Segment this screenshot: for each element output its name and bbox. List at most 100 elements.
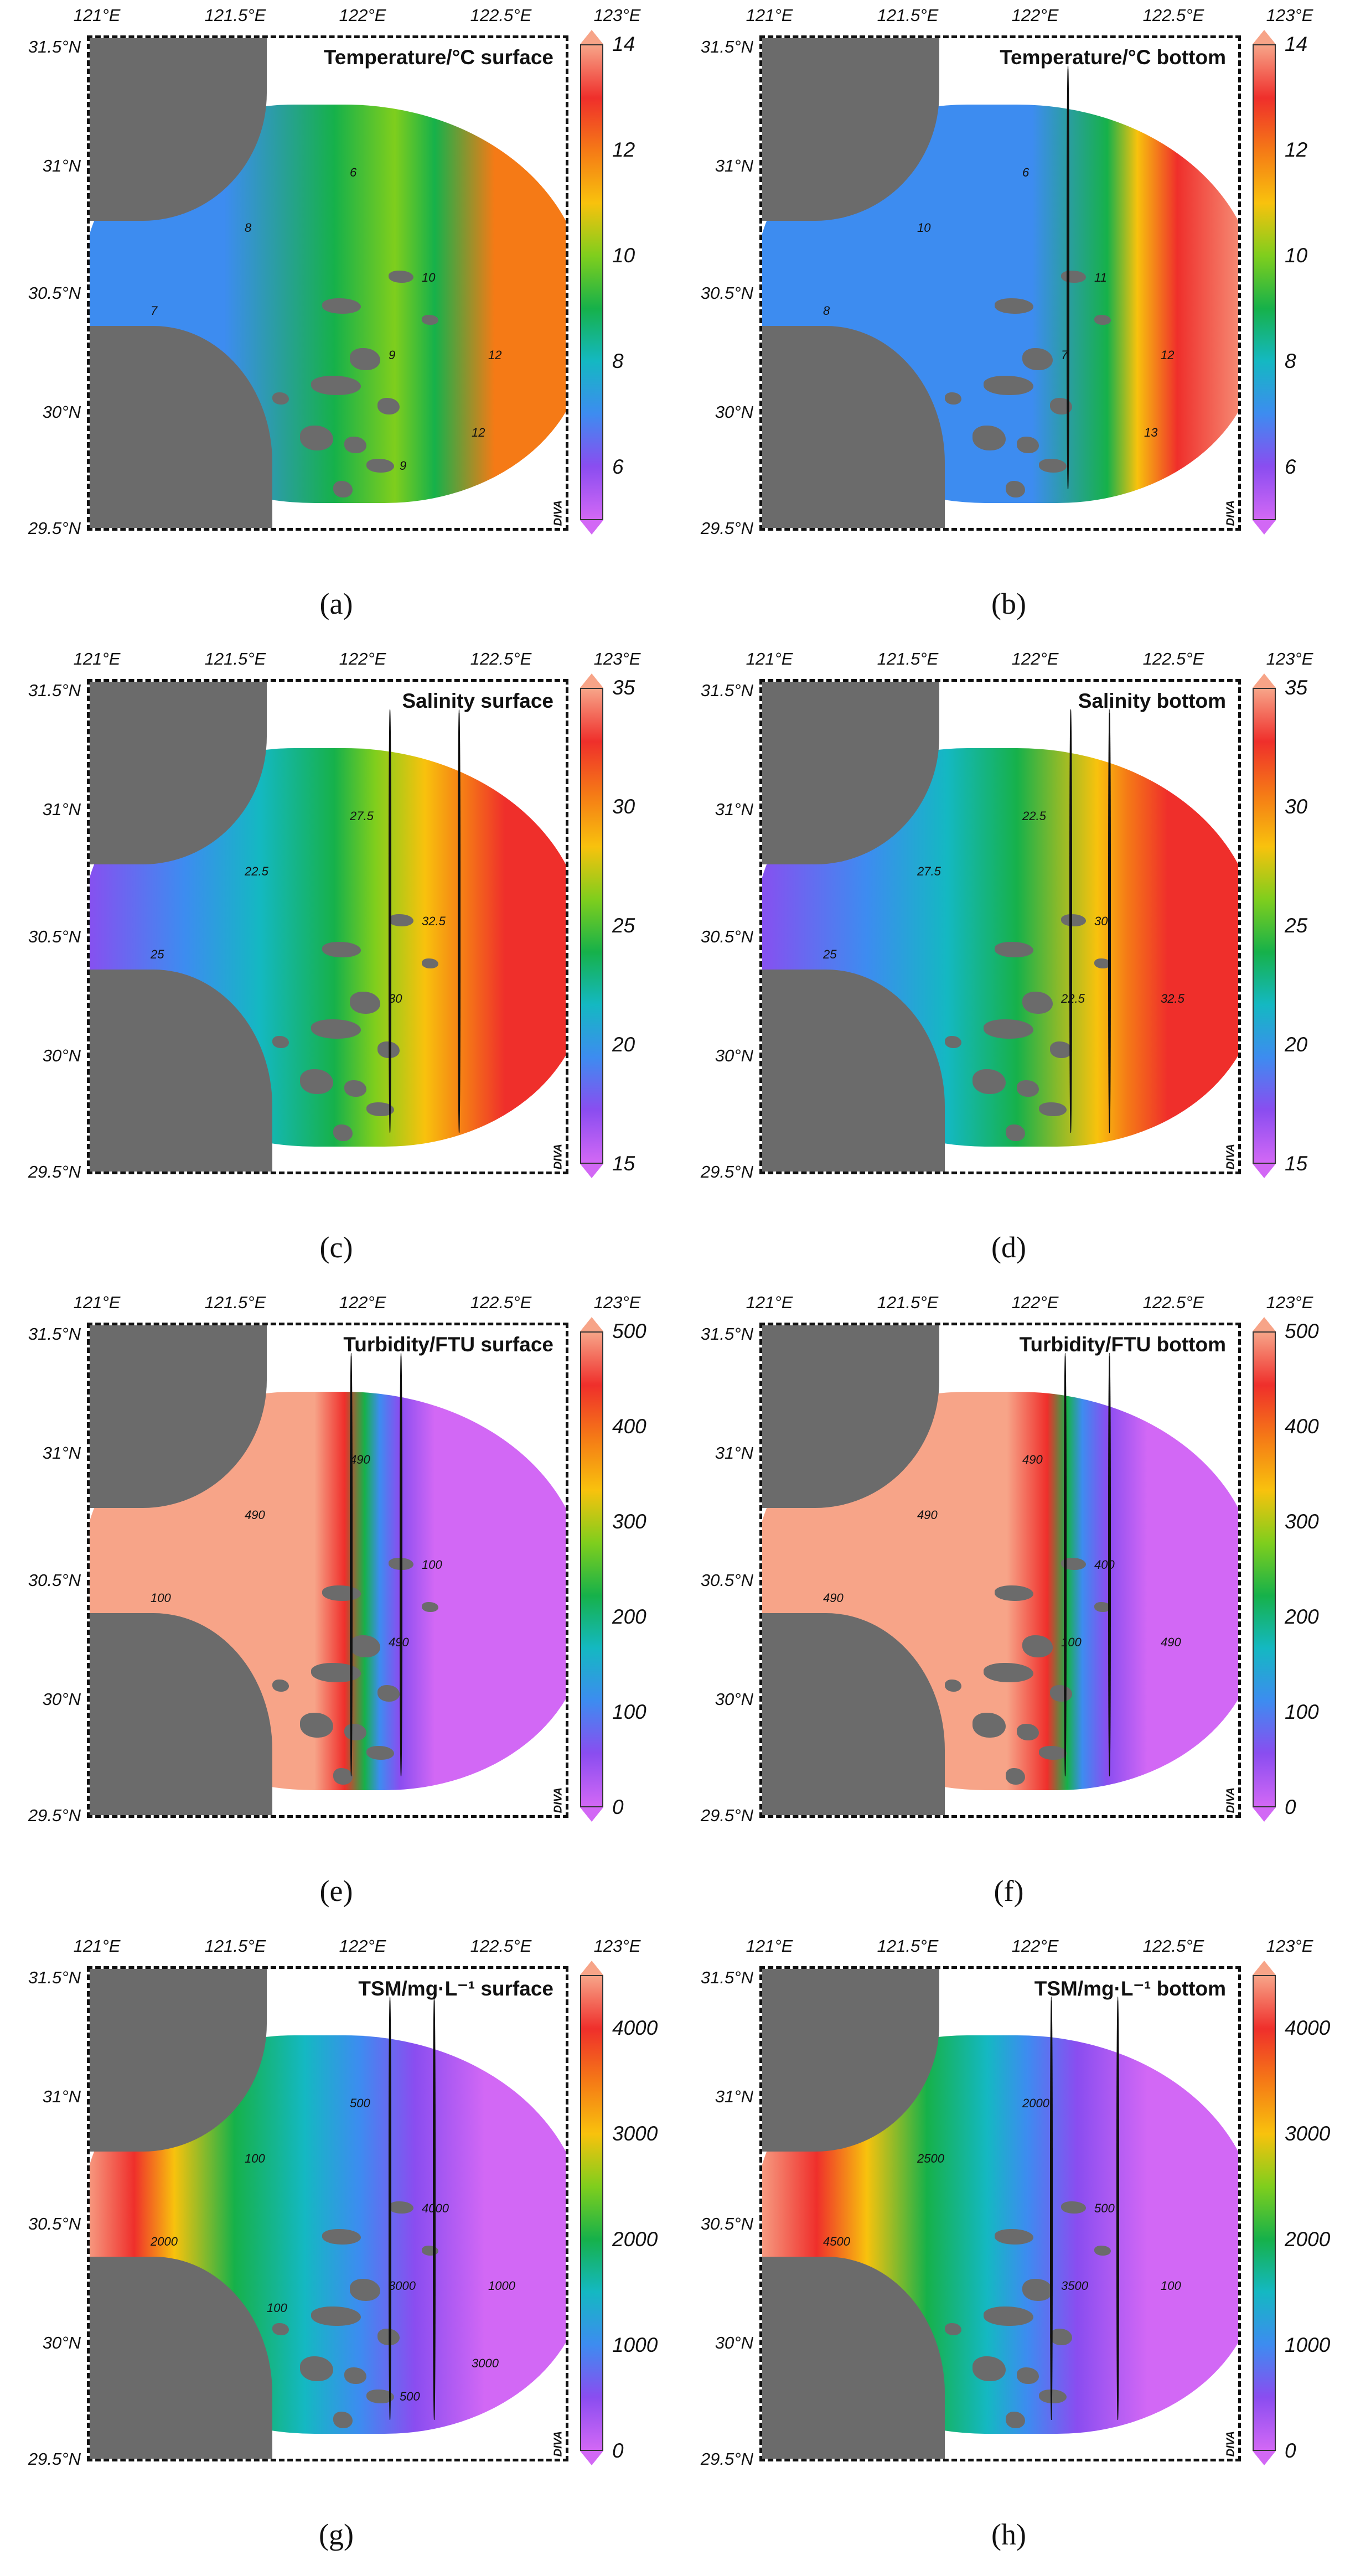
colorbar-top-arrow — [1253, 1961, 1276, 1975]
island — [1006, 2412, 1025, 2428]
colorbar-tick-label: 15 — [1285, 1152, 1308, 1175]
odv-watermark: Ocean Data View / DIVA — [1224, 1144, 1237, 1172]
contour-label: 100 — [245, 2152, 265, 2165]
island — [1061, 2201, 1086, 2214]
contour-label: 22.5 — [245, 864, 268, 878]
island — [344, 2367, 366, 2384]
contour-label: 12 — [1161, 348, 1175, 362]
island — [1094, 1602, 1111, 1612]
island — [1017, 1080, 1039, 1097]
x-tick-label: 122°E — [339, 1936, 386, 1956]
y-tick-label: 31°N — [42, 156, 81, 175]
island — [1061, 1558, 1086, 1570]
x-tick-label: 123°E — [1266, 1293, 1313, 1312]
island — [945, 1680, 961, 1692]
y-tick-label: 30°N — [715, 1046, 753, 1065]
colorbar-tick-label: 10 — [1285, 244, 1308, 267]
panel-g: 121°E 121.5°E 122°E 122.5°E 123°E 31.5°N 31°N 3… — [0, 1931, 672, 2574]
y-tick-label: 30.5°N — [700, 1571, 753, 1590]
island — [1050, 1041, 1072, 1058]
colorbar-top-arrow — [580, 1317, 603, 1331]
x-tick-label: 121°E — [746, 649, 793, 668]
x-tick-label: 122.5°E — [470, 6, 532, 25]
panel-c: 121°E 121.5°E 122°E 122.5°E 123°E 31.5°N 31°N 3… — [0, 644, 672, 1287]
colorbar — [1253, 673, 1276, 1178]
y-tick-label: 30.5°N — [700, 927, 753, 946]
colorbar-bottom-arrow — [580, 2451, 603, 2465]
island — [972, 2356, 1006, 2381]
y-tick-label: 29.5°N — [28, 2449, 81, 2469]
contour-line — [1108, 709, 1111, 1133]
y-tick-label: 31°N — [715, 1443, 753, 1463]
colorbar-bottom-arrow — [1253, 520, 1276, 535]
panel-title: Turbidity/FTU surface — [340, 1333, 557, 1356]
x-tick-label: 122°E — [1011, 1936, 1059, 1956]
island — [1039, 1102, 1067, 1116]
y-tick-label: 31.5°N — [700, 1968, 753, 1987]
colorbar-top-arrow — [1253, 673, 1276, 688]
colorbar-tick-label: 14 — [1285, 33, 1308, 55]
y-tick-label: 30°N — [715, 2333, 753, 2352]
contour-label: 6 — [1022, 165, 1030, 179]
map-plot-area: 27.5 22.5 25 30 32.5 Salinity surface Ocean Da… — [87, 679, 568, 1174]
panel-letter-label: (g) — [319, 2518, 354, 2551]
colorbar-gradient — [580, 688, 603, 1164]
y-tick-label: 30.5°N — [28, 1571, 81, 1590]
contour-label: 500 — [400, 2390, 420, 2403]
y-tick-label: 31.5°N — [28, 681, 81, 700]
panel-title: TSM/mg·L⁻¹ bottom — [1031, 1977, 1229, 2000]
panel-title: TSM/mg·L⁻¹ surface — [355, 1977, 557, 2000]
colorbar-tick-label: 12 — [612, 138, 635, 162]
contour-label: 490 — [245, 1508, 265, 1522]
x-tick-label: 121.5°E — [877, 1293, 939, 1312]
contour-label: 32.5 — [1161, 992, 1184, 1005]
y-tick-label: 30°N — [42, 1689, 81, 1709]
contour-line — [458, 709, 461, 1133]
colorbar-tick-label: 100 — [1285, 1701, 1319, 1723]
island — [344, 437, 366, 453]
panel-letter-label: (c) — [319, 1231, 353, 1264]
y-tick-label: 31.5°N — [700, 37, 753, 56]
y-tick-label: 30°N — [42, 402, 81, 422]
odv-watermark: Ocean Data View / DIVA — [1224, 500, 1237, 528]
island — [1022, 348, 1053, 370]
contour-label: 500 — [1094, 2201, 1115, 2215]
contour-label: 8 — [245, 221, 252, 235]
y-tick-label: 29.5°N — [28, 1806, 81, 1825]
x-tick-label: 121.5°E — [204, 1293, 266, 1312]
colorbar-tick-label: 200 — [1285, 1605, 1319, 1628]
y-tick-label: 30.5°N — [28, 283, 81, 303]
island — [333, 481, 353, 497]
island — [972, 426, 1006, 450]
x-tick-label: 121°E — [746, 1293, 793, 1312]
x-tick-label: 121.5°E — [877, 1936, 939, 1956]
x-tick-label: 123°E — [593, 6, 641, 25]
panel-letter-label: (e) — [319, 1874, 353, 1908]
contour-label: 490 — [917, 1508, 938, 1522]
island — [1061, 271, 1086, 283]
panel-title: Turbidity/FTU bottom — [1016, 1333, 1229, 1356]
colorbar-tick-label: 25 — [1285, 914, 1308, 937]
island — [333, 1768, 353, 1785]
panel-letter-label: (b) — [991, 587, 1026, 620]
y-tick-label: 31.5°N — [28, 37, 81, 56]
odv-watermark: Ocean Data View / DIVA — [1224, 1787, 1237, 1815]
colorbar-tick-label: 300 — [612, 1510, 646, 1533]
x-tick-label: 122°E — [339, 649, 386, 668]
contour-label: 13 — [1144, 426, 1158, 439]
colorbar-bottom-arrow — [580, 1807, 603, 1822]
contour-line — [350, 1353, 353, 1776]
x-tick-label: 123°E — [593, 649, 641, 668]
contour-line — [433, 1997, 436, 2420]
y-tick-label: 31°N — [42, 2087, 81, 2106]
colorbar-tick-label: 4000 — [1285, 2016, 1331, 2039]
island — [422, 315, 438, 325]
contour-label: 490 — [389, 1635, 409, 1649]
panel-f: 121°E 121.5°E 122°E 122.5°E 123°E 31.5°N 31°N 3… — [672, 1287, 1345, 1931]
colorbar-tick-label: 6 — [1285, 455, 1296, 479]
y-tick-label: 29.5°N — [700, 1162, 753, 1181]
x-tick-label: 123°E — [1266, 6, 1313, 25]
colorbar-tick-label: 30 — [612, 795, 635, 818]
y-tick-label: 31°N — [42, 800, 81, 819]
x-tick-label: 122°E — [1011, 649, 1059, 668]
